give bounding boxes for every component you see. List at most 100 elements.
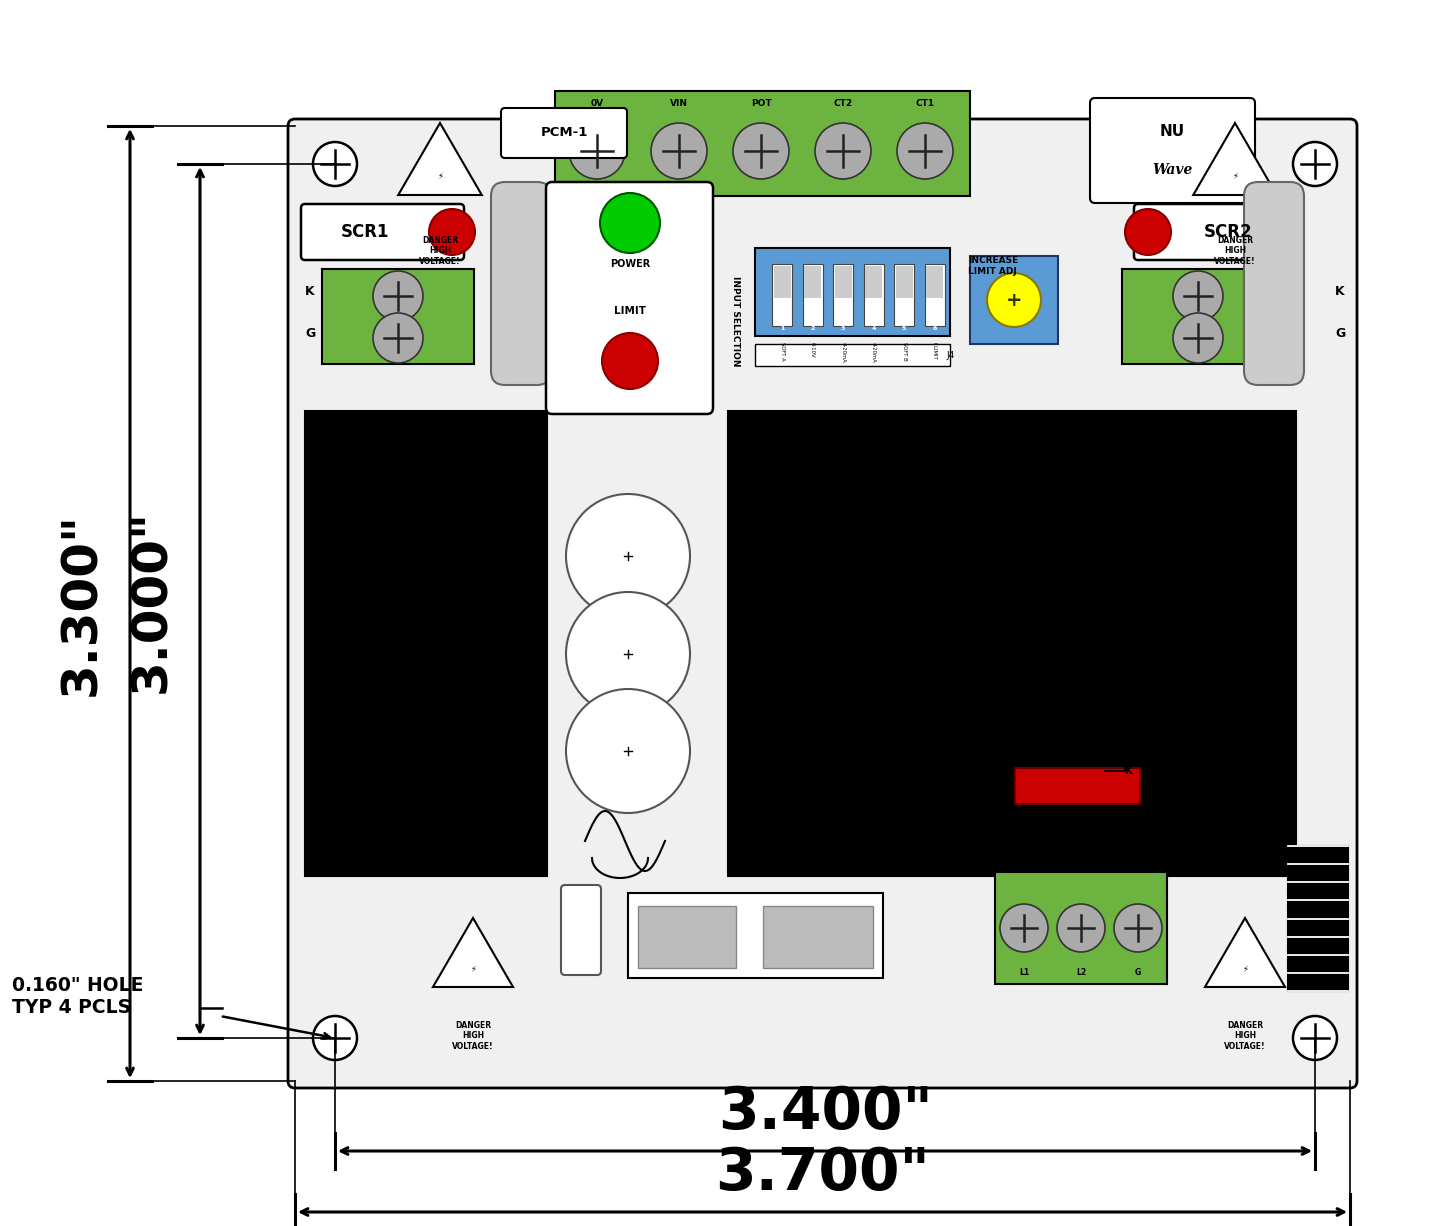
Text: PCM-1: PCM-1	[540, 126, 588, 139]
Bar	[305, 411, 548, 877]
Text: 6: 6	[932, 325, 936, 331]
Text: LIMIT: LIMIT	[614, 306, 646, 316]
Text: SOFT B: SOFT B	[902, 342, 906, 360]
Text: G: G	[1023, 677, 1032, 687]
Circle shape	[314, 142, 357, 186]
Text: G: G	[1335, 326, 1345, 340]
Bar	[639, 906, 736, 969]
Text: 0.160" HOLE
TYP 4 PCLS: 0.160" HOLE TYP 4 PCLS	[12, 976, 143, 1018]
Bar	[832, 264, 853, 326]
Text: 4-20mA: 4-20mA	[841, 342, 845, 363]
Bar	[925, 264, 945, 326]
Circle shape	[897, 123, 954, 179]
Bar	[970, 256, 1058, 345]
Polygon shape	[1205, 918, 1285, 987]
Circle shape	[566, 494, 691, 618]
FancyBboxPatch shape	[288, 119, 1357, 1087]
Text: +: +	[1006, 291, 1022, 309]
Text: CT1: CT1	[916, 99, 935, 108]
Text: G: G	[1126, 739, 1133, 749]
Circle shape	[652, 123, 707, 179]
Circle shape	[314, 1016, 357, 1060]
Circle shape	[603, 333, 657, 389]
Circle shape	[1293, 142, 1337, 186]
Text: DANGER
HIGH
VOLTAGE!: DANGER HIGH VOLTAGE!	[1214, 235, 1256, 266]
Text: DANGER
HIGH
VOLTAGE!: DANGER HIGH VOLTAGE!	[452, 1021, 494, 1051]
Text: POT: POT	[751, 99, 772, 108]
Circle shape	[373, 313, 423, 363]
Text: J4: J4	[946, 351, 955, 359]
Bar	[763, 906, 873, 969]
Bar	[1121, 268, 1274, 364]
Circle shape	[1126, 208, 1170, 255]
Polygon shape	[1090, 691, 1120, 725]
Text: CT2: CT2	[834, 99, 853, 108]
Bar	[555, 91, 970, 196]
Bar	[996, 872, 1168, 984]
Text: SCR2: SCR2	[1204, 223, 1253, 242]
Text: 4: 4	[871, 325, 876, 331]
Text: DANGER
HIGH
VOLTAGE!: DANGER HIGH VOLTAGE!	[1224, 1021, 1266, 1051]
FancyBboxPatch shape	[1090, 98, 1256, 204]
Text: L2: L2	[1077, 969, 1087, 977]
FancyBboxPatch shape	[546, 181, 712, 414]
Text: 0V: 0V	[591, 99, 604, 108]
Circle shape	[1000, 904, 1048, 953]
Bar	[772, 264, 792, 326]
Circle shape	[1114, 904, 1162, 953]
Polygon shape	[399, 123, 481, 195]
Circle shape	[566, 689, 691, 813]
Bar	[773, 266, 790, 298]
Bar	[926, 266, 944, 298]
Bar	[1014, 767, 1140, 804]
Text: K: K	[1126, 766, 1133, 776]
Text: POWER: POWER	[610, 259, 650, 268]
Circle shape	[1056, 904, 1105, 953]
Circle shape	[373, 271, 423, 321]
Bar	[864, 264, 883, 326]
Circle shape	[429, 208, 475, 255]
Bar	[894, 264, 915, 326]
Circle shape	[815, 123, 871, 179]
Text: ⚡: ⚡	[436, 172, 444, 180]
Bar	[802, 264, 822, 326]
Text: K: K	[1335, 284, 1345, 298]
FancyBboxPatch shape	[501, 108, 627, 158]
Polygon shape	[1046, 691, 1078, 725]
Text: ⚡: ⚡	[470, 965, 475, 973]
Text: DANGER
HIGH
VOLTAGE!: DANGER HIGH VOLTAGE!	[419, 235, 461, 266]
Text: K: K	[305, 284, 315, 298]
Polygon shape	[434, 918, 513, 987]
FancyBboxPatch shape	[1134, 204, 1298, 260]
Text: I LIMIT: I LIMIT	[932, 342, 936, 359]
Text: 4-20mA: 4-20mA	[871, 342, 876, 363]
Circle shape	[1173, 271, 1222, 321]
Text: 2: 2	[811, 325, 815, 331]
Text: ⚡: ⚡	[1243, 965, 1248, 973]
Text: 3: 3	[841, 325, 845, 331]
FancyBboxPatch shape	[301, 204, 464, 260]
FancyBboxPatch shape	[491, 181, 551, 385]
Text: G: G	[305, 326, 315, 340]
Text: INPUT SELECTION: INPUT SELECTION	[731, 276, 740, 367]
Text: L1: L1	[1019, 969, 1029, 977]
Circle shape	[1173, 313, 1222, 363]
Polygon shape	[1194, 123, 1277, 195]
Bar	[896, 266, 912, 298]
Circle shape	[987, 273, 1040, 327]
Bar	[322, 268, 474, 364]
Circle shape	[733, 123, 789, 179]
Text: 3.700": 3.700"	[715, 1145, 931, 1201]
Text: ⚡: ⚡	[1233, 172, 1238, 180]
Bar	[629, 893, 883, 978]
Bar	[803, 266, 821, 298]
Text: SOFT A: SOFT A	[779, 342, 785, 360]
Circle shape	[600, 192, 660, 253]
Circle shape	[566, 592, 691, 716]
Text: 5: 5	[902, 325, 906, 331]
Text: VIN: VIN	[670, 99, 688, 108]
Text: 3.400": 3.400"	[718, 1084, 932, 1141]
Text: 1: 1	[780, 325, 785, 331]
Text: 3.300": 3.300"	[56, 511, 105, 695]
Bar	[728, 411, 1296, 877]
